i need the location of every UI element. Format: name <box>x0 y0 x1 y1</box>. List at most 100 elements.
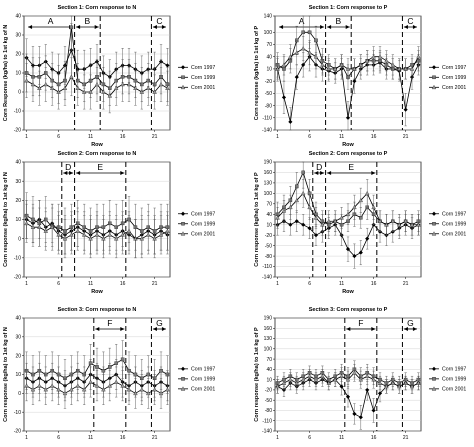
region-label-bg <box>154 17 164 25</box>
data-point-triangle <box>390 380 395 385</box>
x-tick-label: 11 <box>339 281 344 287</box>
data-point-diamond <box>288 222 293 227</box>
region-label-bg <box>405 319 415 327</box>
data-point-triangle <box>365 190 370 196</box>
legend-marker-triangle <box>431 84 437 90</box>
data-point-triangle <box>288 377 293 382</box>
data-point-triangle <box>409 66 415 71</box>
data-point-triangle <box>333 218 338 223</box>
data-point-diamond <box>301 62 306 67</box>
legend-marker-square <box>181 221 185 226</box>
data-point-triangle <box>30 81 36 87</box>
y-tick-label: 130 <box>264 181 273 187</box>
y-tick-label: 10 <box>15 71 21 77</box>
data-point-triangle <box>384 384 389 389</box>
x-tick-label: 1 <box>25 435 28 441</box>
data-point-triangle <box>133 85 138 90</box>
y-tick-label: -10 <box>14 410 21 416</box>
y-tick-label: 70 <box>266 357 272 363</box>
data-point-triangle <box>120 232 125 237</box>
data-point-triangle <box>120 383 125 388</box>
y-tick-label: 40 <box>15 316 21 322</box>
chart-panel-2: Section 1: Corn response to P -140 -110 -80… <box>254 5 466 148</box>
region-label-bg <box>314 163 324 171</box>
data-point-triangle <box>320 222 325 227</box>
region-label-F: F <box>107 318 112 328</box>
series-3 <box>24 366 170 409</box>
data-point-triangle <box>69 74 74 79</box>
data-point-triangle <box>416 54 421 59</box>
data-point-triangle <box>107 383 112 388</box>
y-tick-label: -80 <box>265 254 272 260</box>
data-point-triangle <box>139 387 144 392</box>
region-label-E: E <box>348 162 354 172</box>
data-point-square <box>114 361 118 365</box>
chart-panel-1: Section 1: Corn response to N -20 -10 0 10 20… <box>3 5 215 148</box>
arrowhead-left <box>152 327 157 331</box>
region-label-C: C <box>407 16 413 26</box>
chart-title: Section 2: Corn response to P <box>309 151 388 157</box>
data-point-diamond <box>345 394 351 399</box>
data-point-triangle <box>416 222 421 227</box>
y-tick-label: -20 <box>265 388 272 394</box>
data-point-triangle <box>158 390 164 396</box>
arrowhead-right <box>161 25 166 29</box>
data-point-square <box>307 30 312 35</box>
data-point-triangle <box>288 204 293 210</box>
arrowhead-right <box>120 171 125 175</box>
data-point-diamond <box>352 411 357 416</box>
region-label-bg <box>346 163 356 171</box>
data-point-triangle <box>146 232 151 237</box>
y-tick-label: 20 <box>15 198 21 204</box>
y-tick-label: -110 <box>262 418 272 424</box>
legend-entry: Corn 2001 <box>442 232 466 238</box>
chart-panel-3: Section 2: Corn response to N -20 -10 0 10 20… <box>3 151 215 295</box>
region-label-bg <box>154 319 164 327</box>
arrowhead-left <box>314 171 319 175</box>
legend-marker-diamond <box>431 65 437 70</box>
data-point-triangle <box>377 54 383 59</box>
chart-title: Section 3: Corn response to N <box>58 307 137 313</box>
data-point-triangle <box>75 85 80 90</box>
arrowhead-right <box>371 327 376 331</box>
data-point-triangle <box>275 215 280 220</box>
y-tick-label: 190 <box>264 316 273 322</box>
arrowhead-right <box>120 327 125 331</box>
y-tick-label: -20 <box>265 233 272 239</box>
arrowhead-left <box>403 327 408 331</box>
arrowhead-left <box>279 25 284 29</box>
data-point-triangle <box>390 62 395 67</box>
x-tick-label: 21 <box>152 134 158 140</box>
y-axis-label: Corn response (kg/ha) to 1st kg of P <box>254 172 260 267</box>
data-point-triangle <box>326 66 331 71</box>
data-point-triangle <box>301 46 306 51</box>
data-point-triangle <box>275 384 280 389</box>
x-tick-label: 11 <box>88 435 93 441</box>
data-point-triangle <box>43 228 48 233</box>
data-point-triangle <box>377 380 383 385</box>
data-point-square <box>127 368 131 373</box>
y-tick-label: -50 <box>265 91 272 97</box>
data-point-triangle <box>126 387 132 392</box>
data-point-triangle <box>358 197 363 203</box>
chart-panel-5: Section 3: Corn response to N -20 -10 0 10 20… <box>3 307 215 447</box>
data-point-triangle <box>165 387 170 392</box>
arrowhead-left <box>28 25 33 29</box>
region-label-B: B <box>336 16 342 26</box>
data-point-triangle <box>158 81 164 87</box>
region-label-bg <box>63 163 73 171</box>
legend-entry: Corn 1997 <box>191 367 215 373</box>
x-tick-label: 11 <box>88 134 93 140</box>
series-3 <box>24 57 170 114</box>
data-point-triangle <box>281 380 287 385</box>
y-tick-label: -80 <box>265 103 272 109</box>
data-point-triangle <box>409 384 415 389</box>
data-point-triangle <box>333 377 338 382</box>
region-label-bg <box>333 17 343 25</box>
region-label-bg <box>356 319 366 327</box>
x-tick-label: 16 <box>371 435 377 441</box>
y-tick-label: -20 <box>14 429 21 435</box>
y-tick-label: 0 <box>18 90 21 96</box>
data-point-triangle <box>82 232 87 237</box>
